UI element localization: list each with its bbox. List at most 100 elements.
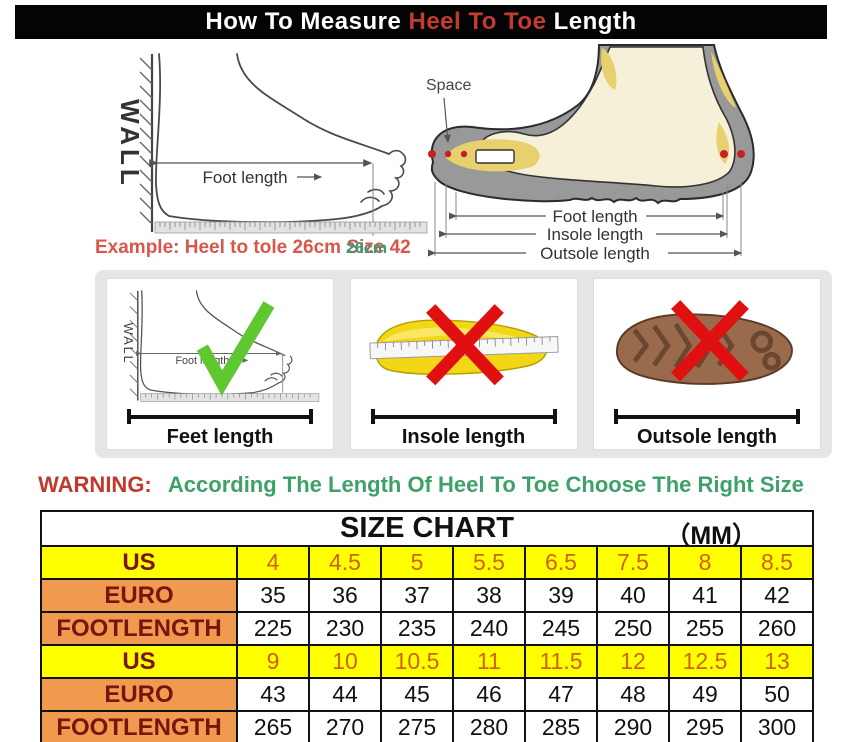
method-card-label: Insole length bbox=[401, 426, 526, 448]
method-card-feet-length: WALL Foot length Feet length bbox=[106, 278, 334, 450]
method-card-outsole-length: Outsole length bbox=[593, 278, 821, 450]
size-chart-cell: 225 bbox=[236, 611, 310, 646]
size-chart-cell: 240 bbox=[452, 611, 526, 646]
size-chart-cell: 38 bbox=[452, 578, 526, 613]
size-chart-row-label: FOOTLENGTH bbox=[40, 611, 238, 646]
size-chart-cell: 260 bbox=[740, 611, 814, 646]
length-bracket bbox=[127, 409, 313, 424]
shoe-outsole-length-label: Outsole length bbox=[540, 244, 650, 263]
measure-markers bbox=[428, 150, 745, 158]
space-label: Space bbox=[426, 77, 471, 94]
size-chart-cell: 290 bbox=[596, 710, 670, 742]
size-chart-table: SIZE CHART （MM） US 4 4.5 5 5.5 6.5 7.5 8 8.5 EURO… bbox=[40, 510, 814, 742]
size-chart-cell: 280 bbox=[452, 710, 526, 742]
method-card-label: Outsole length bbox=[637, 426, 777, 448]
size-chart-header: SIZE CHART （MM） bbox=[40, 510, 814, 547]
size-chart-cell: 5 bbox=[380, 545, 454, 580]
foot-length-label: Foot length bbox=[202, 168, 287, 187]
measuring-methods-panel: WALL Foot length Feet length bbox=[95, 270, 832, 458]
size-chart-cell: 4.5 bbox=[308, 545, 382, 580]
size-chart-cell: 42 bbox=[740, 578, 814, 613]
size-chart-title: SIZE CHART bbox=[340, 512, 514, 544]
warning-line: WARNING: According The Length Of Heel To… bbox=[0, 472, 842, 498]
size-chart-cell: 4 bbox=[236, 545, 310, 580]
size-chart-unit: （MM） bbox=[665, 522, 757, 546]
foot-outline bbox=[155, 53, 383, 224]
length-bracket bbox=[370, 409, 557, 424]
warning-prefix: WARNING: bbox=[38, 472, 152, 497]
size-chart-cell: 300 bbox=[740, 710, 814, 742]
feet-length-illustration: WALL Foot length bbox=[121, 290, 320, 402]
example-note: Example: Heel to tole 26cm Size 42 bbox=[95, 237, 411, 258]
title-bar: How To Measure Heel To Toe Length bbox=[15, 5, 827, 39]
size-chart-cell: 245 bbox=[524, 611, 598, 646]
size-chart-row-label: US bbox=[40, 545, 238, 580]
size-chart-cell: 10.5 bbox=[380, 644, 454, 679]
size-chart-cell: 250 bbox=[596, 611, 670, 646]
size-chart-row: US 9 10 10.5 11 11.5 12 12.5 13 bbox=[40, 644, 814, 679]
warning-text: According The Length Of Heel To Toe Choo… bbox=[167, 472, 804, 497]
size-chart-cell: 46 bbox=[452, 677, 526, 712]
size-chart-cell: 43 bbox=[236, 677, 310, 712]
wall-label: WALL bbox=[115, 99, 145, 189]
size-chart-cell: 5.5 bbox=[452, 545, 526, 580]
size-chart-cell: 40 bbox=[596, 578, 670, 613]
size-chart-row: US 4 4.5 5 5.5 6.5 7.5 8 8.5 bbox=[40, 545, 814, 580]
title-highlight: Heel To Toe bbox=[408, 8, 547, 35]
shoe-insole-length-label: Insole length bbox=[547, 225, 643, 244]
red-cross-icon bbox=[671, 300, 749, 382]
size-chart-cell: 6.5 bbox=[524, 545, 598, 580]
size-chart-cell: 9 bbox=[236, 644, 310, 679]
size-chart-cell: 36 bbox=[308, 578, 382, 613]
size-chart-cell: 37 bbox=[380, 578, 454, 613]
size-chart-cell: 230 bbox=[308, 611, 382, 646]
size-chart-row-label: EURO bbox=[40, 677, 238, 712]
size-chart-cell: 39 bbox=[524, 578, 598, 613]
size-chart-cell: 8.5 bbox=[740, 545, 814, 580]
size-chart-body: SIZE CHART （MM） US 4 4.5 5 5.5 6.5 7.5 8 8.5 EURO… bbox=[40, 510, 814, 742]
ruler bbox=[154, 221, 428, 234]
size-chart-cell: 12 bbox=[596, 644, 670, 679]
length-bracket bbox=[614, 409, 800, 424]
page-title: How To Measure Heel To Toe Length bbox=[205, 8, 637, 35]
size-chart-cell: 10 bbox=[308, 644, 382, 679]
size-chart-cell: 270 bbox=[308, 710, 382, 742]
size-chart-cell: 45 bbox=[380, 677, 454, 712]
foot-instep bbox=[236, 53, 390, 155]
outsole-illustration bbox=[615, 300, 793, 385]
shoe-cross-section-diagram: Space Foot length Insole length Outsole … bbox=[426, 44, 755, 263]
size-chart-cell: 8 bbox=[668, 545, 742, 580]
size-chart-cell: 275 bbox=[380, 710, 454, 742]
size-chart-cell: 235 bbox=[380, 611, 454, 646]
size-chart-cell: 295 bbox=[668, 710, 742, 742]
size-chart-cell: 7.5 bbox=[596, 545, 670, 580]
size-chart-row-label: US bbox=[40, 644, 238, 679]
size-chart-cell: 255 bbox=[668, 611, 742, 646]
method-card-label: Feet length bbox=[166, 426, 274, 448]
size-chart-cell: 11.5 bbox=[524, 644, 598, 679]
wall-hatching bbox=[139, 57, 153, 225]
size-chart-cell: 47 bbox=[524, 677, 598, 712]
size-chart-cell: 12.5 bbox=[668, 644, 742, 679]
size-chart-cell: 41 bbox=[668, 578, 742, 613]
size-chart-cell: 11 bbox=[452, 644, 526, 679]
size-chart-cell: 44 bbox=[308, 677, 382, 712]
size-chart-row-label: EURO bbox=[40, 578, 238, 613]
size-chart-cell: 13 bbox=[740, 644, 814, 679]
size-chart-cell: 49 bbox=[668, 677, 742, 712]
size-chart-cell: 265 bbox=[236, 710, 310, 742]
insole-illustration bbox=[368, 304, 559, 386]
method-card-insole-length: Insole length bbox=[349, 278, 578, 450]
size-chart-cell: 35 bbox=[236, 578, 310, 613]
space-arrow bbox=[443, 97, 451, 144]
size-chart-row: FOOTLENGTH 225 230 235 240 245 250 255 260 bbox=[40, 611, 814, 646]
size-chart-row-label: FOOTLENGTH bbox=[40, 710, 238, 742]
size-chart-row: FOOTLENGTH 265 270 275 280 285 290 295 300 bbox=[40, 710, 814, 742]
green-check-icon bbox=[196, 301, 275, 396]
ruler-measurement: 26cm bbox=[346, 240, 387, 257]
red-cross-icon bbox=[425, 304, 504, 386]
ruler-ticks bbox=[159, 222, 421, 230]
shoe-foot-length-label: Foot length bbox=[552, 207, 637, 226]
size-chart-cell: 48 bbox=[596, 677, 670, 712]
